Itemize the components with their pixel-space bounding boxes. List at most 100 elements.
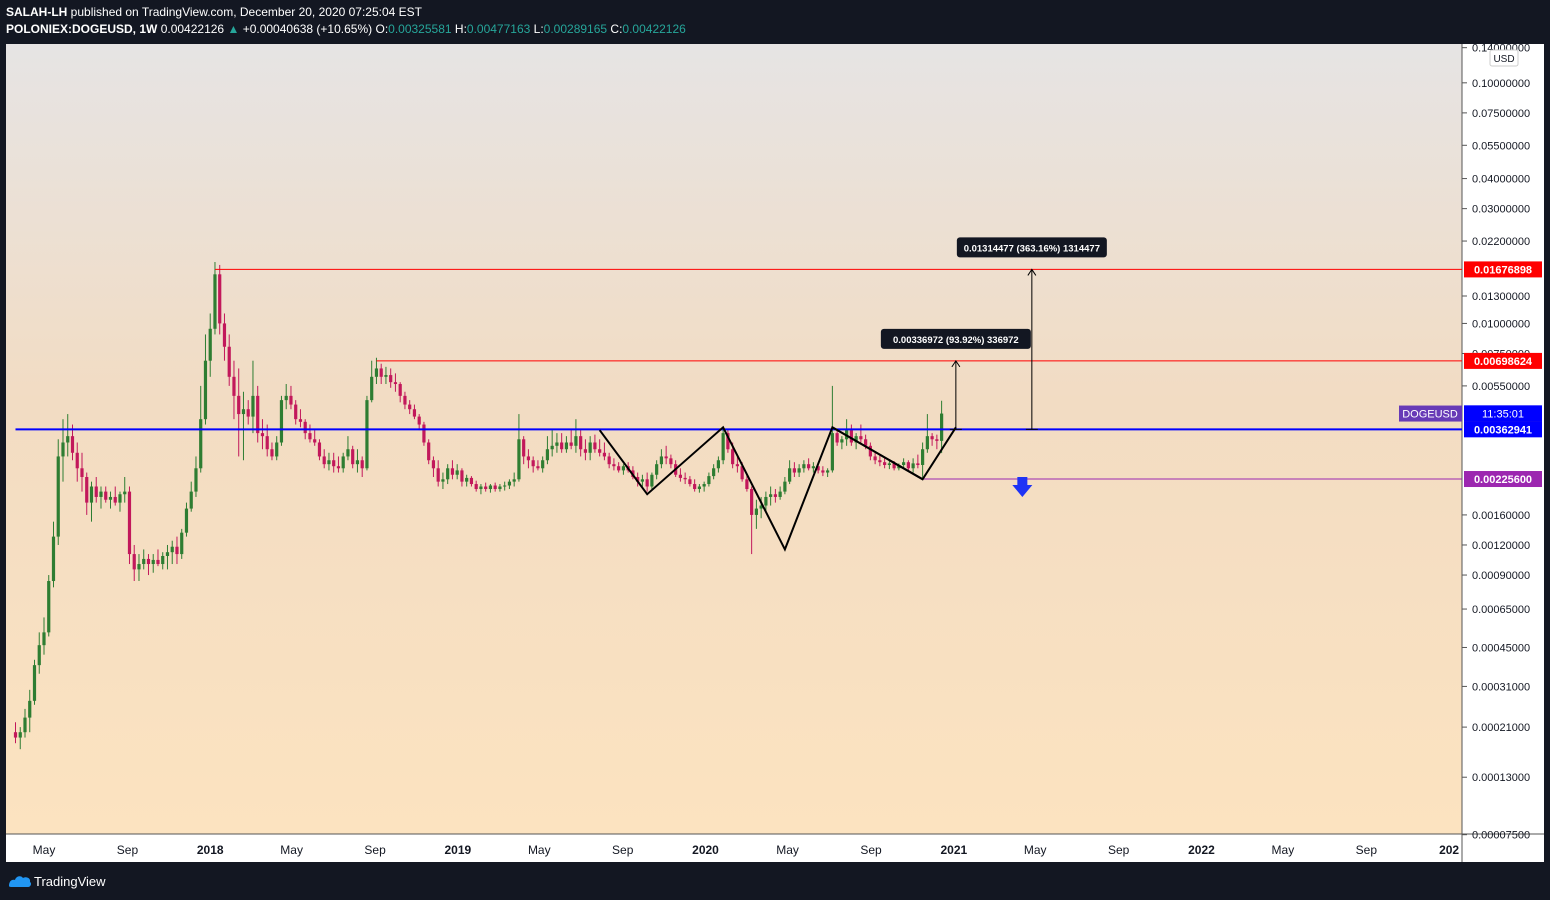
candle — [474, 480, 478, 492]
candle-body — [450, 468, 455, 475]
candle — [313, 430, 317, 446]
candle-body — [588, 442, 592, 453]
candle — [840, 436, 844, 450]
candle — [156, 549, 160, 567]
time-axis-labels: May Sep 2018 May Sep 2019 May Sep 2020 May Sep 2021… — [33, 843, 1460, 857]
candle-body — [474, 484, 478, 490]
candle — [555, 433, 559, 453]
candle-body — [726, 433, 730, 450]
time-tick-label: 2020 — [692, 843, 719, 857]
candle-body — [488, 485, 493, 490]
price-tags-layer: USD0.016768980.006986240.00422126DOGEUSD… — [1399, 49, 1542, 488]
candle — [811, 462, 815, 473]
candle — [778, 486, 782, 500]
tradingview-logo-icon[interactable] — [8, 874, 32, 888]
triangle-line — [831, 426, 924, 481]
candle-body — [536, 466, 540, 469]
candle — [23, 708, 27, 738]
candle — [598, 439, 602, 457]
candle-body — [70, 436, 75, 453]
candle-body — [716, 460, 720, 469]
candle — [878, 454, 882, 467]
candle-body — [688, 479, 692, 485]
candle-body — [930, 436, 934, 440]
price-tag: 0.00362941 11:35:01 — [1464, 405, 1542, 438]
candle-body — [23, 717, 27, 733]
candle — [336, 456, 341, 473]
candle-body — [460, 470, 464, 482]
candle-body — [531, 460, 535, 467]
candle-body — [669, 458, 673, 465]
candle — [279, 395, 284, 446]
price-tick-label: 0.00007500 — [1472, 830, 1530, 842]
candle-body — [821, 470, 825, 473]
candle-body — [659, 456, 664, 465]
candle-body — [75, 452, 79, 469]
candle-body — [754, 508, 758, 515]
candle-body — [916, 463, 920, 465]
candle-body — [479, 486, 483, 490]
candle — [80, 452, 84, 492]
time-axis[interactable] — [6, 834, 1544, 862]
candle-body — [422, 424, 426, 443]
candle — [412, 404, 417, 420]
candle — [104, 486, 108, 503]
candle-body — [360, 460, 364, 469]
price-tag-bg — [1464, 471, 1542, 488]
chart-area[interactable]: 0.14000000 0.10000000 0.07500000 0.05500000… — [6, 44, 1544, 862]
candle — [517, 414, 521, 482]
candle — [621, 464, 626, 475]
candle — [522, 436, 526, 465]
candle-body — [854, 436, 858, 443]
candle — [351, 445, 355, 469]
candle — [118, 491, 122, 512]
candle — [37, 632, 41, 674]
price-chart[interactable]: 0.14000000 0.10000000 0.07500000 0.05500000… — [6, 44, 1544, 862]
candle — [712, 464, 716, 480]
candle — [574, 419, 578, 453]
candle-body — [417, 416, 421, 425]
brand-name[interactable]: TradingView — [34, 874, 106, 889]
candle — [925, 414, 929, 453]
price-change: +0.00040638 (+10.65%) — [242, 22, 373, 36]
candle — [113, 486, 117, 506]
candle-body — [351, 449, 355, 465]
candle — [393, 373, 398, 392]
candle-body — [94, 486, 98, 497]
candle — [18, 727, 22, 750]
candle-body — [707, 476, 711, 485]
candle-body — [788, 468, 792, 482]
price-tick-label: 0.00013000 — [1472, 772, 1530, 784]
candle-body — [802, 464, 806, 469]
candle — [868, 442, 872, 461]
candle — [821, 466, 825, 477]
candle-body — [721, 433, 725, 461]
candle-body — [446, 468, 450, 480]
candle-body — [379, 368, 383, 377]
candle-body — [645, 479, 649, 487]
candle-body — [104, 491, 108, 500]
candle-body — [892, 463, 896, 469]
candle — [645, 472, 649, 492]
price-axis[interactable] — [1462, 44, 1544, 834]
candle — [32, 659, 37, 705]
candle-body — [636, 476, 640, 482]
candle-body — [237, 395, 241, 415]
candle-body — [503, 485, 507, 487]
candle-body — [260, 433, 265, 437]
candle — [284, 384, 288, 410]
candle — [716, 456, 720, 473]
candle-body — [441, 479, 445, 482]
candle-body — [545, 449, 550, 461]
candle — [935, 434, 939, 450]
candle-body — [28, 700, 32, 718]
candle — [422, 421, 426, 446]
candle-body — [275, 442, 279, 457]
measure-annotation: 0.00336972 (93.92%) 336972 — [880, 328, 1031, 430]
candle-body — [868, 445, 872, 457]
candle-body — [403, 395, 407, 405]
measure-label: 0.01314477 (363.16%) 1314477 — [964, 243, 1100, 254]
candle-body — [113, 496, 117, 503]
price-tick-label: 0.00090000 — [1472, 570, 1530, 582]
candle — [241, 391, 246, 461]
